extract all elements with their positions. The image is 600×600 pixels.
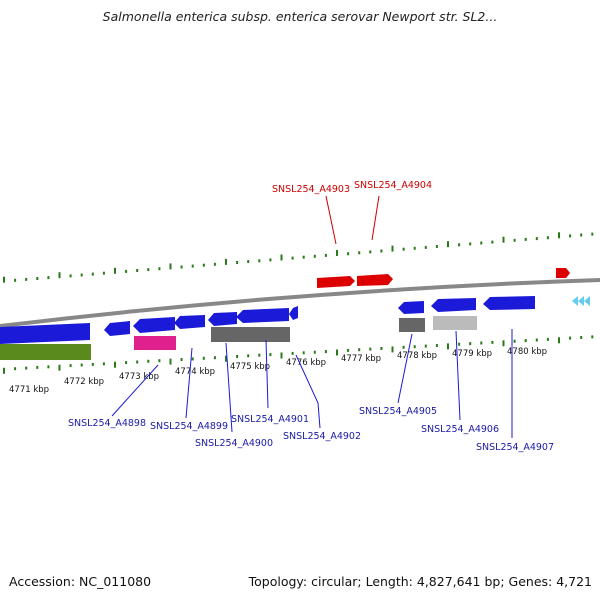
gene-label-snsl254-a4900[interactable]: SNSL254_A4900 xyxy=(195,438,273,449)
gene-arrow-snsl254-a4906[interactable] xyxy=(431,298,476,312)
gene-arrow-snsl254-a4899[interactable] xyxy=(133,317,175,333)
scale-label: 4780 kbp xyxy=(507,347,547,357)
scale-label: 4773 kbp xyxy=(119,372,159,382)
scale-labels: 4771 kbp 4772 kbp 4773 kbp 4774 kbp 4775… xyxy=(9,347,547,395)
feature-gray-dark[interactable] xyxy=(211,327,290,342)
gene-label-snsl254-a4905[interactable]: SNSL254_A4905 xyxy=(359,406,437,417)
forward-tick-track xyxy=(3,232,594,283)
rna-gene-cluster[interactable] xyxy=(572,296,590,306)
gene-arrow-snsl254-a4905[interactable] xyxy=(398,301,424,314)
gene-label-snsl254-a4899[interactable]: SNSL254_A4899 xyxy=(150,421,228,432)
scale-label: 4777 kbp xyxy=(341,354,381,364)
scale-label: 4779 kbp xyxy=(452,349,492,359)
feature-gray-small[interactable] xyxy=(399,318,425,332)
scale-label: 4778 kbp xyxy=(397,351,437,361)
scale-label: 4776 kbp xyxy=(286,358,326,368)
gene-arrow-right-edge[interactable] xyxy=(556,268,570,278)
gene-label-snsl254-a4902[interactable]: SNSL254_A4902 xyxy=(283,431,361,442)
scale-label: 4772 kbp xyxy=(64,377,104,387)
gene-arrow-snsl254-a4900[interactable] xyxy=(208,312,237,326)
leader-lines xyxy=(111,195,513,438)
gene-label-snsl254-a4906[interactable]: SNSL254_A4906 xyxy=(421,424,499,435)
scale-label: 4774 kbp xyxy=(175,367,215,377)
gene-arrow-snsl254-a4907[interactable] xyxy=(483,296,535,310)
gene-label-snsl254-a4907[interactable]: SNSL254_A4907 xyxy=(476,442,554,453)
gene-label-snsl254-a4901[interactable]: SNSL254_A4901 xyxy=(231,414,309,425)
gene-arrow-snsl254-a4904[interactable] xyxy=(357,274,393,286)
feature-track xyxy=(0,316,477,360)
genome-summary-text: Topology: circular; Length: 4,827,641 bp… xyxy=(248,574,592,589)
gene-label-snsl254-a4898[interactable]: SNSL254_A4898 xyxy=(68,418,146,429)
gene-arrow-snsl254-a4898[interactable] xyxy=(104,321,130,336)
feature-magenta[interactable] xyxy=(134,336,176,350)
map-title: Salmonella enterica subsp. enterica sero… xyxy=(102,9,498,24)
gene-label-snsl254-a4903[interactable]: SNSL254_A4903 xyxy=(272,184,350,195)
gene-arrow-snsl254-a4902[interactable] xyxy=(289,306,298,320)
feature-green[interactable] xyxy=(0,344,91,360)
scale-label: 4771 kbp xyxy=(9,385,49,395)
gene-arrow-snsl254-a4901[interactable] xyxy=(236,308,289,323)
gene-arrow-snsl254-a4899b[interactable] xyxy=(174,315,205,329)
reverse-tick-track xyxy=(3,335,594,374)
gene-labels: SNSL254_A4903 SNSL254_A4904 SNSL254_A489… xyxy=(68,180,554,453)
scale-label: 4775 kbp xyxy=(230,362,270,372)
gene-arrow-reverse-large-left[interactable] xyxy=(0,323,90,344)
reverse-strand-track xyxy=(0,296,590,344)
gene-arrow-snsl254-a4903[interactable] xyxy=(317,276,355,288)
genome-backbone xyxy=(0,278,600,328)
accession-text: Accession: NC_011080 xyxy=(9,574,152,589)
forward-strand-track xyxy=(317,268,570,288)
feature-gray-light[interactable] xyxy=(433,316,477,330)
gene-label-snsl254-a4904[interactable]: SNSL254_A4904 xyxy=(354,180,432,191)
